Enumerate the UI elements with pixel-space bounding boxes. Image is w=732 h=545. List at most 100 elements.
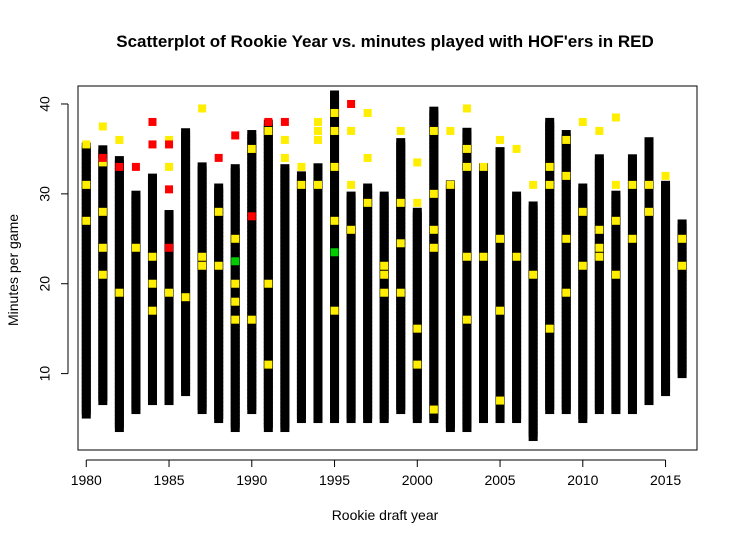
player-point xyxy=(379,191,389,201)
yellow-point xyxy=(479,252,488,261)
yellow-point xyxy=(330,306,339,315)
hof-point xyxy=(165,185,174,194)
yellow-point xyxy=(496,234,505,243)
player-point xyxy=(396,138,406,148)
yellow-point xyxy=(98,270,107,279)
yellow-point xyxy=(645,180,654,189)
yellow-point xyxy=(198,104,207,113)
player-point xyxy=(412,207,422,217)
yellow-point xyxy=(98,207,107,216)
yellow-point xyxy=(214,261,223,270)
hof-point xyxy=(148,117,157,126)
yellow-point xyxy=(462,144,471,153)
yellow-point xyxy=(545,180,554,189)
yellow-point xyxy=(347,126,356,135)
yellow-point xyxy=(628,180,637,189)
yellow-point xyxy=(545,324,554,333)
yellow-point xyxy=(363,108,372,117)
yellow-point xyxy=(396,126,405,135)
yellow-point xyxy=(264,360,273,369)
yellow-point xyxy=(131,243,140,252)
yellow-point xyxy=(148,252,157,261)
yellow-point xyxy=(628,234,637,243)
x-tick-label: 2005 xyxy=(484,472,515,488)
x-tick-label: 1995 xyxy=(319,472,350,488)
yellow-point xyxy=(578,117,587,126)
yellow-point xyxy=(396,198,405,207)
player-point xyxy=(131,190,141,200)
yellow-point xyxy=(82,180,91,189)
player-point xyxy=(545,117,555,127)
player-point xyxy=(114,156,124,166)
player-point xyxy=(594,154,604,164)
yellow-point xyxy=(82,140,91,149)
plot-frame xyxy=(77,85,698,451)
yellow-point xyxy=(595,225,604,234)
player-point xyxy=(661,180,671,190)
player-point xyxy=(98,145,108,155)
player-point xyxy=(495,147,505,157)
x-tick-label: 1990 xyxy=(236,472,267,488)
yellow-point xyxy=(413,360,422,369)
x-tick-label: 2000 xyxy=(402,472,433,488)
yellow-point xyxy=(446,126,455,135)
yellow-point xyxy=(496,135,505,144)
y-tick-label: 10 xyxy=(37,366,53,382)
yellow-point xyxy=(165,162,174,171)
hof-point xyxy=(264,117,273,126)
yellow-point xyxy=(595,252,604,261)
yellow-point xyxy=(446,180,455,189)
yellow-point xyxy=(462,104,471,113)
yellow-point xyxy=(347,225,356,234)
x-axis-label: Rookie draft year xyxy=(332,507,439,523)
yellow-point xyxy=(578,261,587,270)
hof-point xyxy=(148,140,157,149)
yellow-point xyxy=(595,126,604,135)
regular-player-points xyxy=(81,90,687,442)
y-tick-label: 30 xyxy=(37,186,53,202)
yellow-point xyxy=(678,234,687,243)
yellow-point xyxy=(611,216,620,225)
yellow-point xyxy=(231,315,240,324)
player-point xyxy=(578,183,588,193)
yellow-point xyxy=(611,113,620,122)
yellow-point xyxy=(611,180,620,189)
yellow-point xyxy=(280,135,289,144)
x-tick-label: 1980 xyxy=(71,472,102,488)
hof-point xyxy=(280,117,289,126)
player-point xyxy=(561,130,571,140)
yellow-point xyxy=(280,153,289,162)
yellow-point xyxy=(512,144,521,153)
player-point xyxy=(230,164,240,174)
player-point xyxy=(677,219,687,229)
yellow-point xyxy=(462,315,471,324)
player-point xyxy=(247,130,257,140)
yellow-point xyxy=(595,243,604,252)
yellow-point xyxy=(198,252,207,261)
yellow-point xyxy=(413,324,422,333)
yellow-point xyxy=(313,135,322,144)
player-point xyxy=(214,183,224,193)
yellow-point xyxy=(578,207,587,216)
yellow-point xyxy=(264,279,273,288)
yellow-point xyxy=(148,279,157,288)
yellow-point xyxy=(148,306,157,315)
yellow-point xyxy=(396,288,405,297)
player-point xyxy=(512,191,522,201)
yellow-point xyxy=(611,270,620,279)
yellow-point xyxy=(661,171,670,180)
yellow-point xyxy=(429,225,438,234)
hof-point xyxy=(165,140,174,149)
yellow-point xyxy=(380,270,389,279)
yellow-point xyxy=(165,288,174,297)
x-tick-label: 2015 xyxy=(650,472,681,488)
x-tick-label: 2010 xyxy=(567,472,598,488)
yellow-point xyxy=(462,162,471,171)
yellow-point xyxy=(562,288,571,297)
yellow-point xyxy=(231,279,240,288)
yellow-point xyxy=(98,122,107,131)
yellow-point xyxy=(678,261,687,270)
yellow-point xyxy=(98,243,107,252)
yellow-point xyxy=(429,405,438,414)
